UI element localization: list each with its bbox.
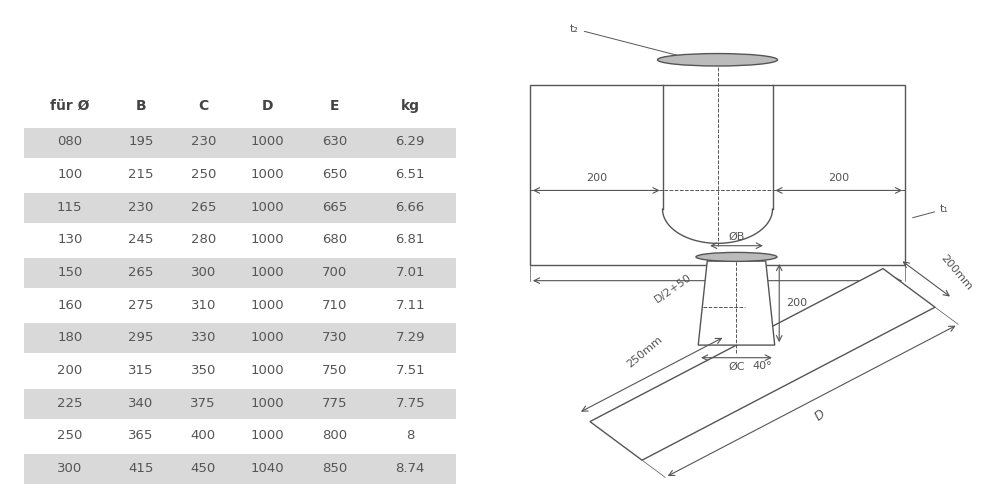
Text: 1000: 1000 <box>251 234 284 246</box>
Text: t₂: t₂ <box>570 24 680 56</box>
Text: 6.81: 6.81 <box>396 234 425 246</box>
Text: 130: 130 <box>57 234 82 246</box>
Polygon shape <box>590 268 935 460</box>
Text: 1000: 1000 <box>251 136 284 148</box>
Text: 6.29: 6.29 <box>396 136 425 148</box>
Text: C: C <box>198 99 208 113</box>
Text: 6.66: 6.66 <box>396 200 425 213</box>
Text: 160: 160 <box>57 298 82 312</box>
Text: 800: 800 <box>322 429 347 442</box>
Text: 1000: 1000 <box>251 200 284 213</box>
Text: 195: 195 <box>128 136 154 148</box>
Text: kg: kg <box>401 99 420 113</box>
Text: E: E <box>330 99 339 113</box>
Text: 265: 265 <box>191 200 216 213</box>
Text: 6.51: 6.51 <box>395 168 425 181</box>
Text: 245: 245 <box>128 234 154 246</box>
Text: 680: 680 <box>322 234 347 246</box>
Text: 200: 200 <box>57 364 82 377</box>
Text: 315: 315 <box>128 364 154 377</box>
Text: 280: 280 <box>191 234 216 246</box>
Text: 200mm: 200mm <box>938 253 974 292</box>
FancyBboxPatch shape <box>24 454 456 484</box>
Text: ØB: ØB <box>728 232 745 241</box>
Text: 100: 100 <box>57 168 82 181</box>
Text: 650: 650 <box>322 168 347 181</box>
Text: 200: 200 <box>828 172 849 182</box>
Text: 150: 150 <box>57 266 82 279</box>
Text: ØC: ØC <box>728 362 745 372</box>
FancyBboxPatch shape <box>24 324 456 354</box>
Text: 375: 375 <box>190 396 216 409</box>
Text: 630: 630 <box>322 136 347 148</box>
Text: 450: 450 <box>191 462 216 475</box>
Text: 1000: 1000 <box>251 331 284 344</box>
Text: t₁: t₁ <box>913 204 949 218</box>
Ellipse shape <box>696 252 777 262</box>
Text: E: E <box>714 287 721 300</box>
Text: 1000: 1000 <box>251 266 284 279</box>
FancyBboxPatch shape <box>24 388 456 418</box>
Text: 665: 665 <box>322 200 347 213</box>
Text: 1000: 1000 <box>251 429 284 442</box>
Text: 750: 750 <box>322 364 347 377</box>
FancyBboxPatch shape <box>24 258 456 288</box>
Text: 400: 400 <box>191 429 216 442</box>
Text: D: D <box>812 408 828 424</box>
Text: 1000: 1000 <box>251 298 284 312</box>
Text: 115: 115 <box>57 200 83 213</box>
Text: 700: 700 <box>322 266 347 279</box>
Text: 1000: 1000 <box>251 364 284 377</box>
Text: B: B <box>136 99 146 113</box>
Ellipse shape <box>658 54 778 66</box>
Text: 295: 295 <box>128 331 154 344</box>
Text: 250: 250 <box>191 168 216 181</box>
Text: 7.75: 7.75 <box>395 396 425 409</box>
Text: 730: 730 <box>322 331 347 344</box>
Text: 775: 775 <box>322 396 347 409</box>
Text: 080: 080 <box>57 136 82 148</box>
Text: 1000: 1000 <box>251 168 284 181</box>
Text: 850: 850 <box>322 462 347 475</box>
Text: 250: 250 <box>57 429 82 442</box>
Bar <box>530 84 905 265</box>
Text: 180: 180 <box>57 331 82 344</box>
Text: 230: 230 <box>128 200 154 213</box>
Text: 1040: 1040 <box>251 462 284 475</box>
Text: 300: 300 <box>57 462 82 475</box>
Text: für Ø: für Ø <box>50 99 90 113</box>
Text: 7.51: 7.51 <box>395 364 425 377</box>
Text: 340: 340 <box>128 396 154 409</box>
Text: 8.74: 8.74 <box>396 462 425 475</box>
Text: 265: 265 <box>128 266 154 279</box>
Text: 7.01: 7.01 <box>395 266 425 279</box>
Text: 7.11: 7.11 <box>395 298 425 312</box>
Text: 7.29: 7.29 <box>395 331 425 344</box>
Text: 415: 415 <box>128 462 154 475</box>
Text: D: D <box>262 99 273 113</box>
Text: 200: 200 <box>786 298 807 308</box>
Text: 365: 365 <box>128 429 154 442</box>
Text: 1000: 1000 <box>251 396 284 409</box>
Text: 710: 710 <box>322 298 347 312</box>
Text: 330: 330 <box>191 331 216 344</box>
Polygon shape <box>698 261 775 345</box>
Text: 275: 275 <box>128 298 154 312</box>
Text: D/2+50: D/2+50 <box>653 272 694 304</box>
FancyBboxPatch shape <box>24 193 456 223</box>
Text: 215: 215 <box>128 168 154 181</box>
Text: 200: 200 <box>586 172 607 182</box>
FancyBboxPatch shape <box>24 128 456 158</box>
Text: 225: 225 <box>57 396 83 409</box>
Text: 300: 300 <box>191 266 216 279</box>
Text: 40°: 40° <box>753 361 772 371</box>
Text: 350: 350 <box>191 364 216 377</box>
Text: 250mm: 250mm <box>625 334 664 370</box>
Text: 230: 230 <box>191 136 216 148</box>
Text: 8: 8 <box>406 429 414 442</box>
Text: 310: 310 <box>191 298 216 312</box>
